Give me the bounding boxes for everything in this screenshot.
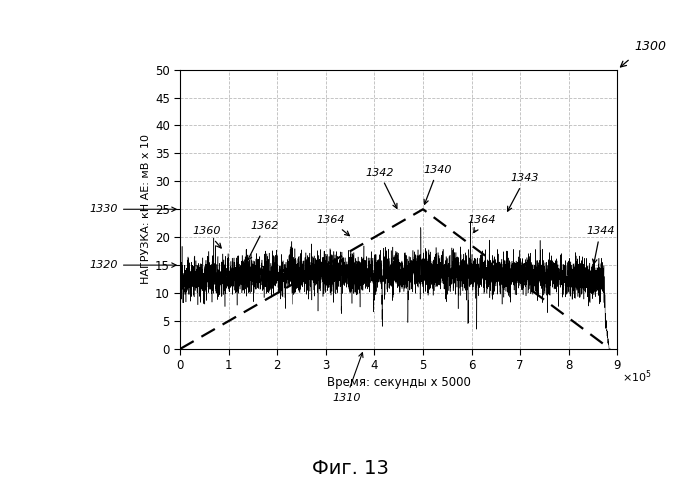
Text: 1320: 1320 [90,260,176,270]
X-axis label: Время: секунды х 5000: Время: секунды х 5000 [327,376,470,389]
Text: 1343: 1343 [508,173,539,211]
Text: 1342: 1342 [365,168,397,208]
Text: 1364: 1364 [467,215,496,232]
Text: Фиг. 13: Фиг. 13 [312,459,388,478]
Text: $\times10^5$: $\times10^5$ [622,369,652,385]
Text: 1362: 1362 [248,221,279,260]
Text: 1344: 1344 [586,227,615,264]
Y-axis label: НАГРУЗКА: кН АЕ: мВ х 10: НАГРУЗКА: кН АЕ: мВ х 10 [141,134,150,284]
Text: 1300: 1300 [635,40,667,53]
Text: 1340: 1340 [424,165,452,204]
Text: 1310: 1310 [332,353,363,402]
Text: 1364: 1364 [316,215,349,236]
Text: 1330: 1330 [90,204,176,214]
Text: 1360: 1360 [193,227,221,248]
